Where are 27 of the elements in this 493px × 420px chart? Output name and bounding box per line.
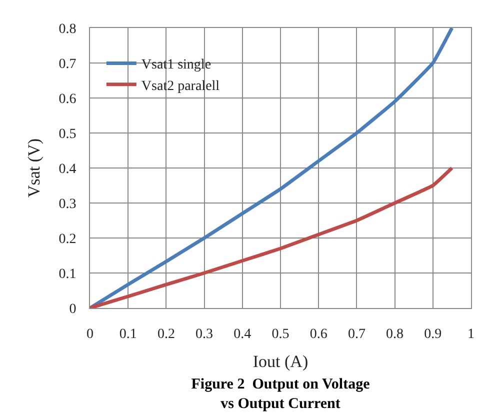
x-tick-label: 1 [468, 326, 474, 342]
legend-label: Vsat2 paralell [141, 78, 220, 94]
x-tick-label: 0.2 [157, 326, 175, 342]
y-tick-label: 0.4 [58, 162, 76, 177]
x-tick-label: 0.1 [119, 326, 137, 342]
line-series [90, 166, 454, 308]
y-tick-label: 0.2 [58, 232, 76, 247]
y-tick-label: 0.6 [58, 92, 76, 107]
x-tick-label: 0.3 [196, 326, 214, 342]
x-tick-label: 0.7 [348, 326, 366, 342]
line-series [90, 28, 454, 308]
y-axis-title: Vsat (V) [24, 138, 44, 198]
x-tick-label: 0.8 [386, 326, 404, 342]
x-tick-label: 0.6 [310, 326, 328, 342]
x-tick-label: 0 [86, 326, 94, 342]
y-tick-label: 0 [69, 302, 76, 317]
legend-label: Vsat1 single [141, 58, 212, 73]
y-tick-label: 0.5 [58, 126, 76, 142]
y-tick-label: 0.8 [58, 22, 76, 37]
y-tick-label: 0.1 [58, 266, 76, 282]
x-tick-label: 0.9 [424, 326, 442, 342]
x-tick-label: 0.4 [234, 326, 252, 342]
y-tick-label: 0.7 [58, 56, 76, 72]
text: Figure 2 Output on Voltage vs Output Current [191, 376, 370, 412]
x-axis-title: Iout (A) [252, 352, 308, 372]
x-tick-label: 0.5 [272, 326, 290, 342]
y-tick-label: 0.3 [58, 196, 76, 212]
